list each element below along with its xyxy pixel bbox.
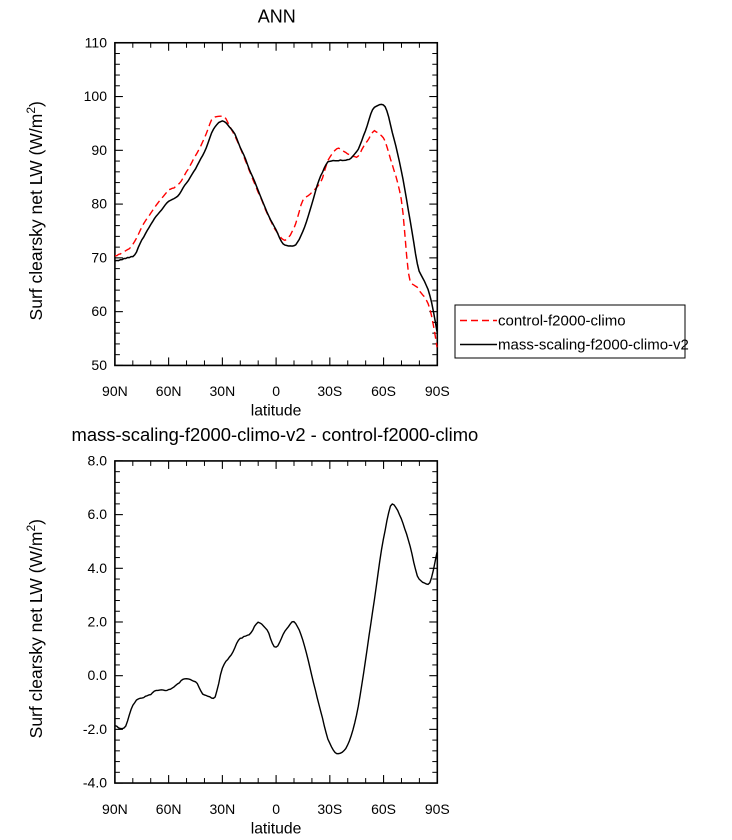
svg-text:mass-scaling-f2000-climo-v2 -: mass-scaling-f2000-climo-v2 - control-f2… (72, 424, 479, 445)
svg-text:60: 60 (91, 303, 107, 319)
svg-text:90N: 90N (102, 801, 128, 817)
svg-text:Surf clearsky net LW (W/m2): Surf clearsky net LW (W/m2) (24, 519, 46, 738)
svg-text:90N: 90N (102, 383, 128, 399)
svg-text:60N: 60N (156, 383, 182, 399)
svg-text:60S: 60S (371, 801, 396, 817)
svg-text:60N: 60N (156, 801, 182, 817)
svg-text:30N: 30N (210, 383, 236, 399)
svg-text:100: 100 (84, 88, 108, 104)
svg-text:60S: 60S (371, 383, 396, 399)
svg-text:-2.0: -2.0 (83, 721, 107, 737)
svg-text:6.0: 6.0 (88, 506, 108, 522)
svg-text:ANN: ANN (258, 7, 296, 27)
svg-text:control-f2000-climo: control-f2000-climo (498, 313, 626, 330)
svg-text:mass-scaling-f2000-climo-v2: mass-scaling-f2000-climo-v2 (498, 337, 689, 354)
svg-text:80: 80 (91, 196, 107, 212)
svg-text:30N: 30N (210, 801, 236, 817)
svg-text:110: 110 (85, 34, 108, 50)
svg-text:50: 50 (91, 357, 107, 373)
svg-text:0: 0 (272, 383, 280, 399)
svg-text:-4.0: -4.0 (83, 775, 107, 791)
svg-text:0: 0 (272, 801, 280, 817)
svg-text:0.0: 0.0 (88, 667, 108, 683)
svg-text:Surf clearsky net LW (W/m2): Surf clearsky net LW (W/m2) (24, 101, 46, 320)
svg-text:70: 70 (91, 249, 107, 265)
svg-text:30S: 30S (317, 383, 342, 399)
svg-text:90: 90 (91, 142, 107, 158)
svg-text:30S: 30S (317, 801, 342, 817)
svg-text:90S: 90S (425, 801, 450, 817)
svg-text:90S: 90S (425, 383, 450, 399)
svg-text:4.0: 4.0 (88, 560, 108, 576)
svg-text:latitude: latitude (251, 403, 302, 420)
svg-text:latitude: latitude (251, 821, 302, 838)
svg-text:8.0: 8.0 (88, 452, 108, 468)
svg-text:2.0: 2.0 (88, 613, 108, 629)
